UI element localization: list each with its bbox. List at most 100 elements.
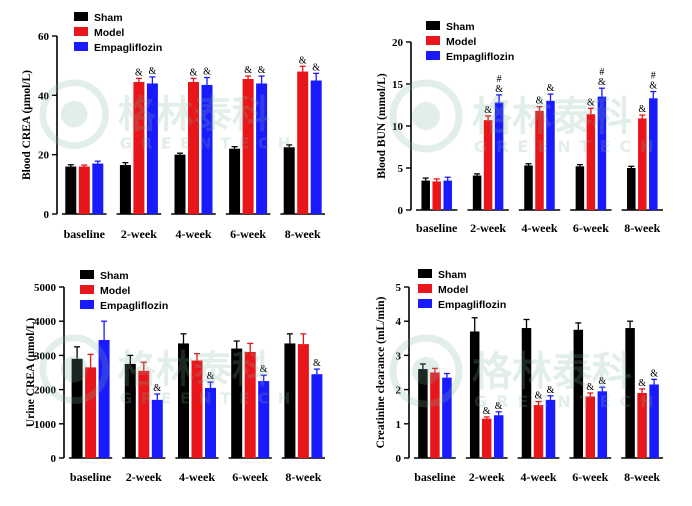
y-axis-label: Creatinine clearance (mL/min) [375, 296, 387, 448]
y-tick-label: 0 [396, 453, 402, 465]
x-category-label: 6-week [573, 221, 609, 235]
legend-swatch [80, 300, 94, 309]
bar [493, 415, 504, 458]
bar [597, 391, 608, 458]
x-category-label: baseline [414, 470, 456, 484]
legend-label: Empagliflozin [100, 300, 168, 312]
legend-label: Model [100, 285, 130, 297]
y-tick-label: 5 [396, 282, 402, 294]
watermark-cn-text: 格林泰科 [472, 94, 632, 140]
significance-mark: & [495, 84, 503, 95]
watermark-circle [39, 334, 109, 404]
bar [430, 372, 440, 458]
x-category-label: 2-week [470, 221, 506, 235]
legend-label: Sham [438, 269, 467, 281]
y-tick-label: 5 [398, 163, 404, 175]
bar [119, 165, 131, 214]
bar [201, 84, 213, 214]
legend-label: Sham [446, 21, 475, 33]
bar [78, 166, 90, 214]
bar [483, 120, 493, 210]
bar [472, 175, 482, 210]
bar [297, 71, 309, 214]
significance-mark: & [547, 385, 555, 396]
significance-mark: & [638, 104, 646, 115]
bar [138, 370, 150, 458]
y-tick-label: 4000 [34, 316, 57, 328]
legend-swatch [74, 27, 88, 36]
x-category-label: 2-week [469, 470, 505, 484]
significance-mark: # [599, 67, 604, 78]
legend-label: Sham [100, 270, 129, 282]
significance-mark: & [638, 378, 646, 389]
watermark-circle [389, 334, 463, 408]
x-category-label: 8-week [285, 470, 321, 484]
watermark-en-text: GREENTECH [120, 134, 299, 152]
significance-mark: # [651, 71, 656, 82]
x-category-label: 4-week [522, 221, 558, 235]
bar [284, 343, 296, 458]
legend-swatch [426, 36, 440, 45]
bar [494, 102, 504, 210]
chart-panel-1: 0 20 40 60 Blood CREA (μmol/L) baseline 2-week… [21, 12, 325, 241]
bar [575, 166, 585, 210]
bar [258, 381, 270, 458]
y-axis-label: Blood BUN (mmol/L) [376, 73, 388, 179]
x-category-label: 4-week [179, 470, 215, 484]
x-category-label: baseline [64, 227, 106, 241]
bar [205, 387, 216, 458]
significance-mark: & [587, 97, 595, 108]
bar [521, 328, 532, 458]
x-category-label: 4-week [521, 470, 557, 484]
bar [442, 377, 452, 458]
bar [256, 83, 268, 214]
significance-mark: & [207, 371, 215, 382]
legend-swatch [426, 21, 440, 30]
bar [638, 118, 647, 210]
significance-mark: & [260, 364, 268, 375]
legend-swatch [80, 270, 94, 279]
watermark-dot [60, 355, 88, 383]
y-tick-label: 1000 [34, 419, 57, 431]
legend-swatch [418, 299, 432, 308]
watermark-cn-text: 格林泰科 [118, 348, 270, 392]
significance-mark: & [586, 382, 594, 393]
watermark-en-text: GREENTECH [120, 389, 299, 407]
x-category-label: 6-week [232, 470, 268, 484]
significance-mark: & [258, 65, 266, 76]
bar [421, 180, 430, 210]
legend-label: Model [94, 27, 124, 39]
chart-panel-4: 0 1 2 3 4 5 Creatinine clearance (mL/min) basel… [375, 269, 663, 484]
bar [443, 180, 452, 210]
bar [244, 351, 256, 458]
y-tick-label: 3000 [34, 350, 57, 362]
significance-mark: & [650, 368, 658, 379]
bar [469, 331, 480, 458]
significance-mark: & [598, 376, 606, 387]
legend-label: Empagliflozin [446, 51, 514, 63]
bar [146, 83, 158, 214]
significance-mark: & [483, 406, 491, 417]
bar [297, 344, 309, 458]
y-tick-label: 0 [398, 205, 404, 217]
y-tick-label: 5000 [34, 282, 57, 294]
bar [242, 79, 254, 215]
x-category-label: 2-week [121, 227, 157, 241]
chart-panel-3: 0 1000 2000 3000 4000 5000 Urine CREA (μmol/L)… [25, 270, 325, 484]
legend-swatch [74, 12, 88, 21]
bar [625, 328, 635, 458]
significance-mark: & [149, 66, 157, 77]
bar [418, 369, 428, 458]
bar [283, 147, 295, 214]
bar [133, 81, 145, 214]
bar [92, 163, 104, 214]
significance-mark: & [535, 391, 543, 402]
y-tick-label: 20 [392, 37, 404, 49]
legend-swatch [80, 285, 94, 294]
significance-mark: & [203, 67, 211, 78]
watermark-circle [39, 79, 109, 149]
bar [586, 114, 596, 210]
significance-mark: & [598, 77, 606, 88]
